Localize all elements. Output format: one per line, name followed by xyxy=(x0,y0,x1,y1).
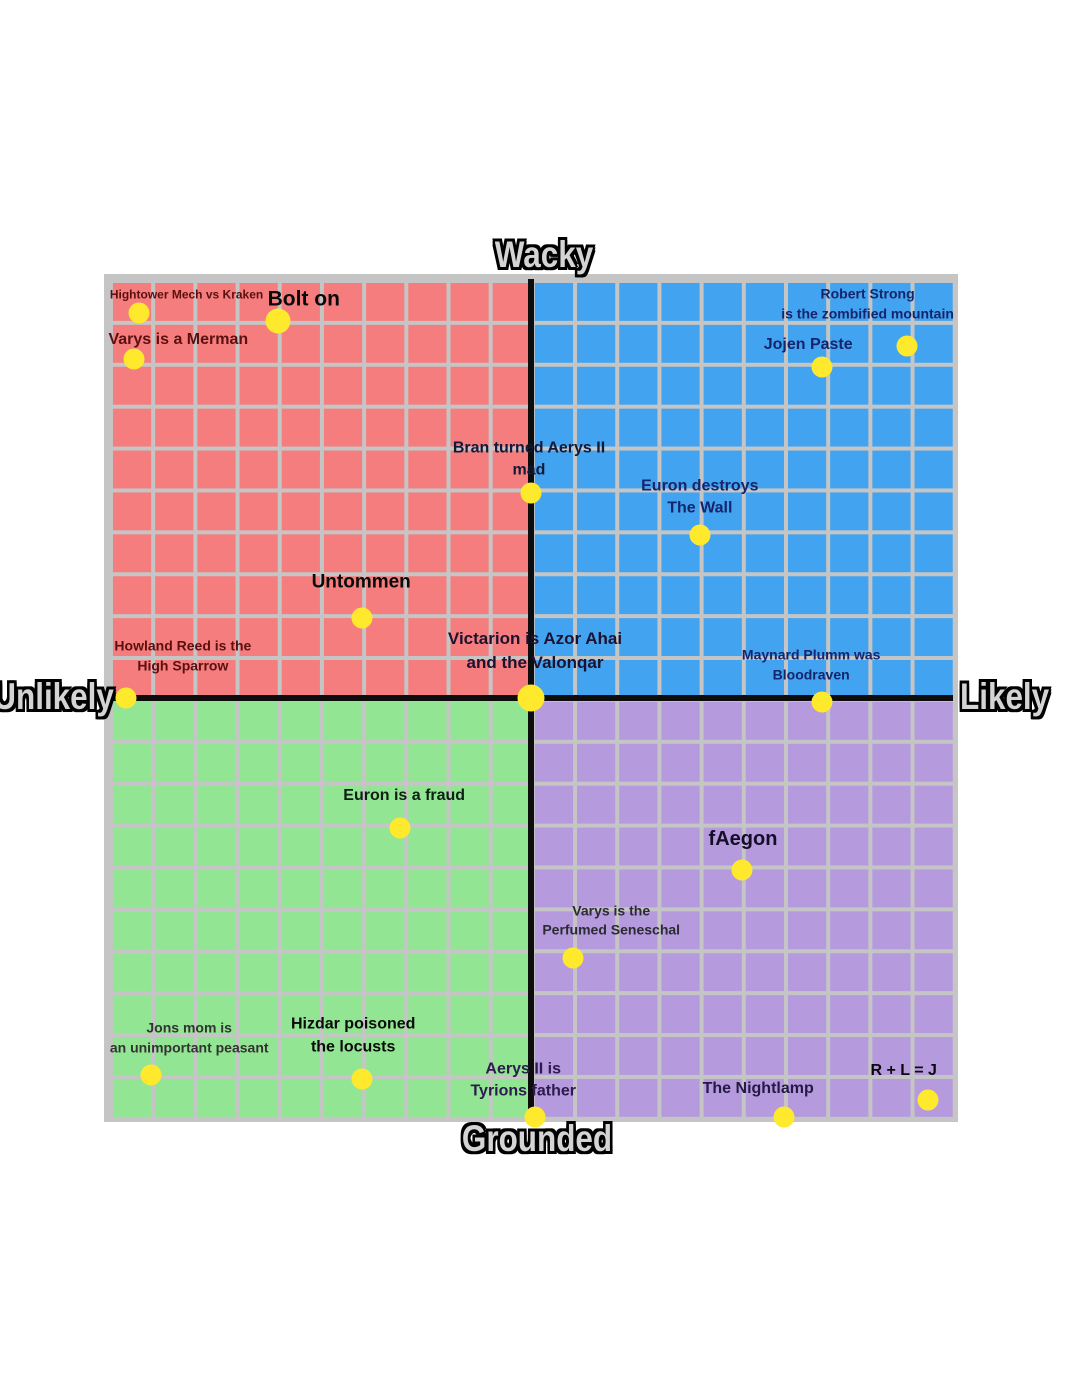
point-label: Maynard Plumm was Bloodraven xyxy=(741,646,881,683)
point-label: Varys is a Merman xyxy=(108,330,249,348)
point-dot xyxy=(115,687,137,709)
axis-label-left: Unlikely xyxy=(0,676,114,717)
axis-label-bottom: Grounded xyxy=(461,1118,613,1159)
point-dot xyxy=(811,691,833,713)
point-label: Hightower Mech vs Kraken xyxy=(109,287,264,302)
point-dot xyxy=(896,335,918,357)
point-label: Victarion is Azor Ahai and the Valonqar xyxy=(447,629,623,672)
point-label: R + L = J xyxy=(870,1062,937,1080)
point-dot xyxy=(689,524,711,546)
point-dot xyxy=(773,1106,795,1128)
point-dot xyxy=(524,1106,546,1128)
point-label: Aerys II is Tyrions father xyxy=(470,1060,576,1100)
point-dot xyxy=(562,947,584,969)
point-dot xyxy=(811,356,833,378)
point-label: The Nightlamp xyxy=(702,1079,814,1097)
plot-area: Hightower Mech vs Kraken Bolt on Varys is … xyxy=(108,279,954,1128)
point-dot xyxy=(123,348,145,370)
point-label: Untommen xyxy=(311,572,411,594)
point-dot xyxy=(128,302,150,324)
point-dot xyxy=(351,607,373,629)
point-label: Howland Reed is the High Sparrow xyxy=(114,637,252,673)
point-label: Jons mom is an unimportant peasant xyxy=(109,1019,269,1056)
point-label: Jojen Paste xyxy=(763,335,853,353)
point-dot xyxy=(389,817,411,839)
point-dot xyxy=(265,308,291,334)
point-dot xyxy=(917,1089,939,1111)
point-dot xyxy=(140,1064,162,1086)
point-label: Robert Strong is the zombified mountain xyxy=(781,285,954,322)
point-label: Bolt on xyxy=(267,287,340,311)
point-label: Varys is the Perfumed Seneschal xyxy=(542,902,681,938)
point-label: fAegon xyxy=(708,827,778,850)
point-dot xyxy=(517,684,545,712)
point-label: Euron destroys The Wall xyxy=(641,477,759,517)
axis-label-right: Likely xyxy=(960,676,1050,717)
quadrant-chart: Hightower Mech vs Kraken Bolt on Varys is … xyxy=(104,274,958,1128)
point-dot xyxy=(351,1068,373,1090)
point-dot xyxy=(731,859,753,881)
point-dot xyxy=(520,482,542,504)
point-label: Euron is a fraud xyxy=(343,786,466,804)
point-label: Bran turned Aerys II mad xyxy=(452,439,606,479)
axis-label-top: Wacky xyxy=(494,234,594,275)
point-label: Hizdar poisoned the locusts xyxy=(290,1015,416,1056)
